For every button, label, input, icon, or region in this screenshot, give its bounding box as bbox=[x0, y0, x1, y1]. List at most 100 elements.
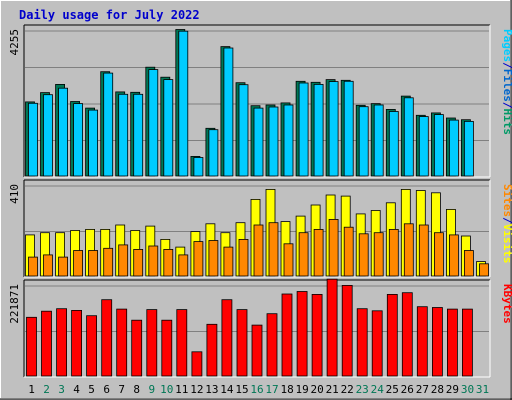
bar-kbytes-kbytes-day-22 bbox=[341, 284, 353, 377]
bar-hits-files-day-7 bbox=[118, 93, 129, 177]
bar-kbytes-kbytes-day-13 bbox=[206, 323, 218, 377]
panel-kbytes-legend-item-0: KBytes bbox=[501, 284, 512, 324]
bar-hits-files-day-1 bbox=[28, 102, 38, 177]
bar-hits-files-day-30 bbox=[463, 121, 474, 177]
bar-hits-files-day-22 bbox=[343, 80, 354, 177]
bar-visits-sites-day-31 bbox=[479, 263, 489, 277]
bar-visits-sites-day-11 bbox=[178, 254, 189, 277]
bar-hits-files-day-8 bbox=[133, 93, 144, 177]
bar-visits-sites-day-28 bbox=[433, 232, 444, 277]
x-tick-label-day-25: 25 bbox=[386, 383, 399, 396]
x-tick-label-day-7: 7 bbox=[118, 383, 125, 396]
bar-visits-sites-day-10 bbox=[163, 248, 174, 277]
bar-visits-sites-day-12 bbox=[193, 241, 204, 277]
bar-visits-sites-day-8 bbox=[133, 248, 144, 277]
x-tick-label-day-31: 31 bbox=[476, 383, 489, 396]
panel-visits-legend-item-2: Visits bbox=[501, 224, 512, 264]
x-tick-label-day-4: 4 bbox=[73, 383, 80, 396]
bar-hits-files-day-24 bbox=[373, 104, 384, 177]
bar-kbytes-kbytes-day-23 bbox=[356, 308, 368, 377]
panel-kbytes-legend: KBytes bbox=[501, 284, 512, 324]
bar-hits-files-day-6 bbox=[103, 72, 114, 177]
bar-visits-sites-day-23 bbox=[358, 233, 369, 277]
bar-hits-files-day-5 bbox=[88, 109, 98, 177]
x-tick-label-day-1: 1 bbox=[28, 383, 35, 396]
panel-visits-legend: Sites/Visits bbox=[501, 184, 512, 264]
bar-hits-files-day-26 bbox=[403, 97, 414, 177]
bar-visits-sites-day-20 bbox=[313, 228, 324, 277]
bar-hits-files-day-19 bbox=[298, 82, 309, 177]
bar-visits-sites-day-5 bbox=[88, 250, 98, 277]
x-tick-label-day-19: 19 bbox=[295, 383, 308, 396]
x-tick-label-day-11: 11 bbox=[175, 383, 188, 396]
panel-kbytes: 221871 KBytes bbox=[8, 278, 512, 378]
bar-visits-sites-day-22 bbox=[343, 226, 354, 277]
panel-hits-ymax-label: 4255 bbox=[8, 29, 21, 56]
bar-hits-files-day-29 bbox=[448, 119, 459, 177]
bar-visits-sites-day-19 bbox=[298, 232, 309, 277]
bar-kbytes-kbytes-day-10 bbox=[161, 319, 173, 377]
bar-hits-files-day-18 bbox=[283, 104, 294, 177]
x-tick-label-day-8: 8 bbox=[133, 383, 140, 396]
panel-visits-ymax-label: 410 bbox=[8, 184, 21, 204]
bar-hits-files-day-4 bbox=[73, 103, 83, 177]
x-tick-label-day-23: 23 bbox=[356, 383, 369, 396]
bar-visits-sites-day-9 bbox=[148, 245, 159, 277]
bar-visits-sites-day-24 bbox=[373, 232, 384, 277]
bar-kbytes-kbytes-day-14 bbox=[221, 299, 233, 377]
bar-visits-sites-day-18 bbox=[283, 243, 294, 277]
bar-visits-sites-day-1 bbox=[28, 256, 38, 277]
bar-hits-files-day-27 bbox=[418, 116, 429, 177]
x-tick-label-day-26: 26 bbox=[401, 383, 414, 396]
bar-hits-files-day-3 bbox=[58, 87, 68, 177]
x-tick-label-day-5: 5 bbox=[88, 383, 95, 396]
bar-visits-sites-day-4 bbox=[73, 250, 83, 277]
bar-visits-sites-day-13 bbox=[208, 240, 219, 277]
bar-kbytes-kbytes-day-16 bbox=[251, 324, 263, 377]
x-tick-label-day-18: 18 bbox=[280, 383, 293, 396]
bar-hits-files-day-23 bbox=[358, 106, 369, 177]
x-tick-label-day-16: 16 bbox=[250, 383, 263, 396]
bar-visits-sites-day-6 bbox=[103, 247, 114, 277]
bar-visits-sites-day-21 bbox=[328, 218, 339, 277]
bar-visits-sites-day-26 bbox=[403, 223, 414, 277]
x-tick-labels: 1 2 3 4 5 6 7 8 9 10 11 12 13 14 15 16 17 18 19 20 21 22 23 24 2… bbox=[28, 383, 489, 396]
x-tick-label-day-24: 24 bbox=[371, 383, 385, 396]
panel-visits-legend-item-0: Sites bbox=[501, 184, 512, 217]
x-tick-label-day-3: 3 bbox=[58, 383, 65, 396]
panel-kbytes-ymax-label: 221871 bbox=[8, 284, 21, 324]
x-tick-label-day-14: 14 bbox=[220, 383, 234, 396]
bar-kbytes-kbytes-day-2 bbox=[41, 310, 52, 377]
x-tick-label-day-17: 17 bbox=[265, 383, 278, 396]
bar-kbytes-kbytes-day-11 bbox=[176, 309, 188, 377]
x-tick-label-day-21: 21 bbox=[326, 383, 339, 396]
panel-visits-legend-item-1: / bbox=[501, 217, 512, 224]
bar-kbytes-kbytes-day-7 bbox=[116, 308, 128, 377]
bar-kbytes-kbytes-day-12 bbox=[191, 351, 203, 377]
x-tick-label-day-15: 15 bbox=[235, 383, 248, 396]
bar-kbytes-kbytes-day-21 bbox=[326, 278, 338, 377]
bar-visits-sites-day-16 bbox=[253, 224, 264, 277]
bar-kbytes-kbytes-day-1 bbox=[26, 316, 37, 377]
x-tick-label-day-27: 27 bbox=[416, 383, 429, 396]
bar-hits-files-day-17 bbox=[268, 106, 279, 177]
bar-hits-files-day-21 bbox=[328, 81, 339, 177]
bar-kbytes-kbytes-day-19 bbox=[296, 291, 308, 377]
panel-hits-legend-item-3: / bbox=[501, 102, 512, 109]
bar-kbytes-kbytes-day-4 bbox=[71, 309, 82, 377]
bar-kbytes-kbytes-day-26 bbox=[401, 292, 413, 377]
bar-kbytes-kbytes-day-8 bbox=[131, 319, 143, 377]
bar-kbytes-kbytes-day-24 bbox=[371, 310, 383, 377]
bar-kbytes-kbytes-day-9 bbox=[146, 309, 158, 377]
bar-hits-files-day-11 bbox=[178, 30, 189, 177]
bar-kbytes-kbytes-day-6 bbox=[101, 299, 113, 377]
bar-visits-sites-day-27 bbox=[418, 224, 429, 277]
bar-visits-sites-day-25 bbox=[388, 228, 399, 277]
bar-hits-files-day-9 bbox=[148, 69, 159, 177]
x-tick-label-day-20: 20 bbox=[310, 383, 323, 396]
panel-visits: 410 Sites/Visits bbox=[8, 179, 512, 278]
bar-visits-sites-day-14 bbox=[223, 246, 234, 277]
bar-kbytes-kbytes-day-27 bbox=[416, 306, 428, 377]
